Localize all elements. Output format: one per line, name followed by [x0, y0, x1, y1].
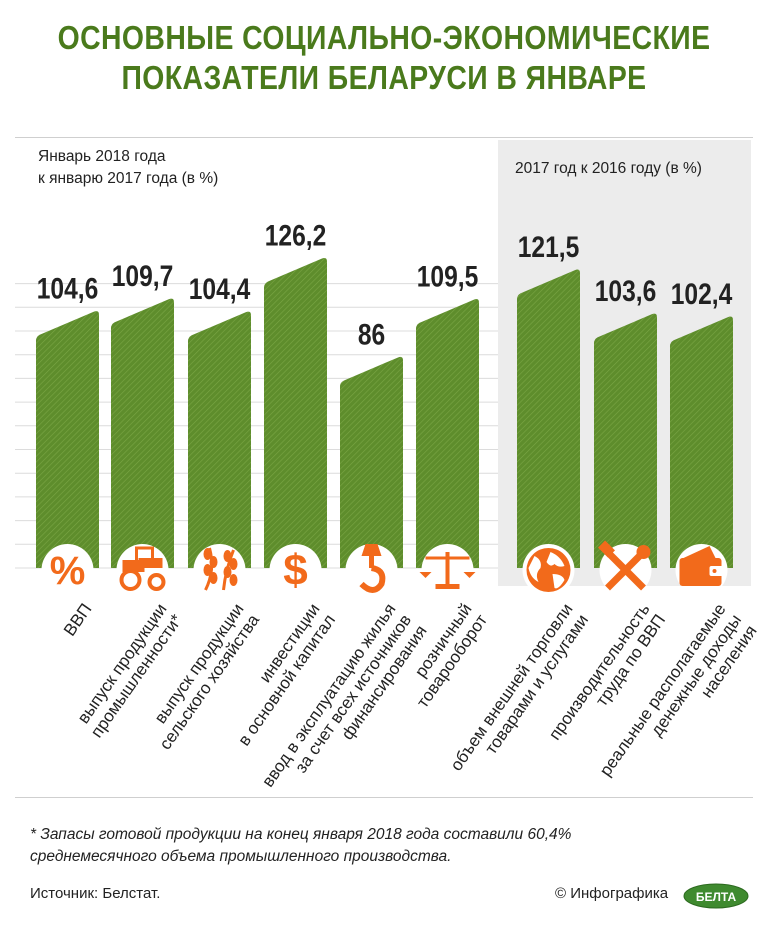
belta-logo-text: БЕЛТА [696, 890, 737, 904]
dollar-icon: $ [269, 544, 322, 596]
globe-icon [522, 544, 575, 596]
svg-text:%: % [50, 549, 86, 593]
footnote-line-2: среднемесячного объема промышленного про… [30, 848, 452, 865]
bar [340, 356, 403, 568]
subtitle-annual: 2017 год к 2016 году (в %) [515, 160, 702, 177]
scales-icon [419, 544, 476, 596]
bar [36, 311, 99, 568]
bar [517, 269, 580, 568]
value-labels: 104,6 109,7 104,4 126,2 86 109,5 121,5 103,6 102… [37, 218, 733, 351]
footnote-line-1: * Запасы готовой продукции на конец янва… [30, 826, 572, 843]
value-label: 104,4 [189, 272, 251, 306]
bar [111, 298, 174, 568]
belta-logo: БЕЛТА [683, 883, 749, 909]
value-label: 126,2 [265, 218, 327, 252]
value-label: 86 [358, 317, 385, 351]
top-divider [15, 137, 753, 138]
credit-note: © Инфографика [555, 885, 669, 902]
bar [264, 257, 327, 568]
bar [594, 313, 657, 568]
percent-icon: % [41, 544, 94, 596]
bars [36, 257, 733, 568]
tools-icon [598, 540, 652, 596]
footnote: * Запасы готовой продукции на конец янва… [30, 824, 750, 868]
subtitle-january-line-1: Январь 2018 года [38, 148, 166, 165]
crane-hook-icon [345, 544, 398, 596]
wheat-icon [193, 544, 246, 596]
wallet-icon [675, 544, 728, 596]
value-label: 109,5 [417, 259, 479, 293]
bar [670, 316, 733, 568]
title-line-2: ПОКАЗАТЕЛИ БЕЛАРУСИ В ЯНВАРЕ [121, 59, 647, 96]
source-note: Источник: Белстат. [30, 885, 161, 902]
bar-chart: 104,6 109,7 104,4 126,2 86 109,5 121,5 103,6 102… [15, 218, 733, 596]
tractor-icon [116, 544, 169, 596]
icons: % $ [41, 540, 728, 596]
value-label: 121,5 [518, 230, 580, 264]
bar [416, 299, 479, 568]
subtitle-january-line-2: к январю 2017 года (в %) [38, 170, 219, 187]
svg-text:$: $ [283, 546, 307, 595]
title-line-1: ОСНОВНЫЕ СОЦИАЛЬНО-ЭКОНОМИЧЕСКИЕ [57, 19, 711, 56]
value-label: 104,6 [37, 271, 99, 305]
bar [188, 311, 251, 568]
page-title: ОСНОВНЫЕ СОЦИАЛЬНО-ЭКОНОМИЧЕСКИЕ ПОКАЗАТ… [54, 18, 714, 98]
value-label: 103,6 [595, 274, 657, 308]
value-label: 102,4 [671, 277, 733, 311]
value-label: 109,7 [112, 259, 174, 293]
bottom-divider [15, 797, 753, 798]
subtitle-january: Январь 2018 года к январю 2017 года (в %… [38, 146, 218, 190]
